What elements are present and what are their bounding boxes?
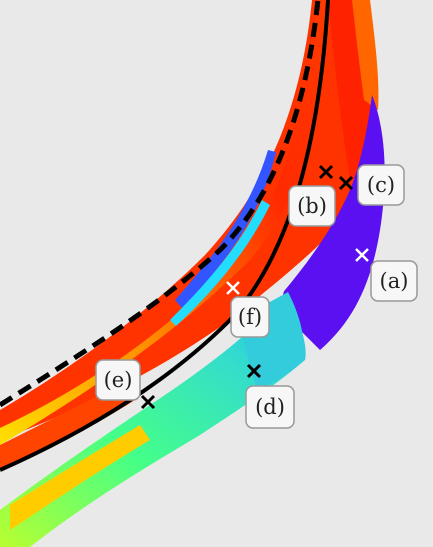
marker-f xyxy=(226,281,240,295)
label-d: (d) xyxy=(255,395,285,419)
marker-c1 xyxy=(318,164,334,180)
marker-d xyxy=(246,363,262,379)
right-red-tip xyxy=(352,0,379,110)
label-c: (c) xyxy=(367,173,395,197)
marker-e xyxy=(140,394,156,410)
label-d-box: (d) xyxy=(245,385,295,429)
label-a-box: (a) xyxy=(370,260,418,302)
marker-c2 xyxy=(338,175,354,191)
label-f-box: (f) xyxy=(230,296,270,338)
label-b-box: (b) xyxy=(288,185,336,227)
label-e: (e) xyxy=(104,368,133,392)
dashed-curve xyxy=(0,0,321,408)
blue-stripe xyxy=(175,150,276,308)
label-b: (b) xyxy=(297,194,327,218)
left-lower-arm xyxy=(0,385,135,470)
label-e-box: (e) xyxy=(95,359,141,401)
marker-a xyxy=(355,248,369,262)
label-f: (f) xyxy=(238,305,262,329)
label-a: (a) xyxy=(380,269,409,293)
orange-inner-band xyxy=(0,0,330,445)
solid-curve xyxy=(0,0,330,472)
label-c-box: (c) xyxy=(357,164,405,206)
cyan-stripe xyxy=(170,200,270,326)
left-lower-yellow xyxy=(10,425,150,530)
